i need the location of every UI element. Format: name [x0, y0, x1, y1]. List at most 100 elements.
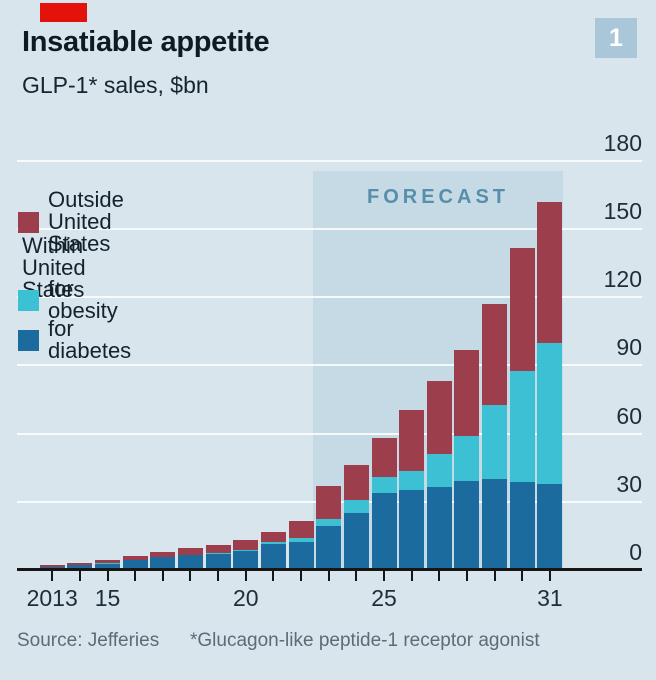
x-tick-2031 [548, 571, 551, 581]
legend-item-outside-us: Outside United States [18, 189, 124, 255]
bar-segment-diabetes-2031 [537, 483, 563, 570]
source-text: Source: Jefferies [17, 630, 160, 651]
bar-segment-diabetes-2016 [122, 560, 148, 570]
legend-label-within-us: Within United States [22, 233, 86, 302]
x-tick-2030 [521, 571, 524, 581]
gridline-180 [17, 159, 642, 162]
chart-subtitle: GLP-1* sales, $bn [22, 72, 209, 98]
x-tick-2014 [78, 571, 81, 581]
bar-segment-outside_us-2029 [482, 304, 508, 406]
x-tick-2013 [51, 571, 54, 581]
bar-segment-outside_us-2027 [426, 381, 452, 454]
legend-swatch-obesity [18, 289, 39, 311]
bar-segment-obesity-2025 [371, 476, 397, 494]
x-tick-2019 [217, 571, 220, 581]
bar-segment-outside_us-2013 [39, 565, 65, 568]
bar-2027 [426, 381, 452, 570]
bar-segment-obesity-2020 [233, 550, 259, 552]
x-tick-2015 [106, 571, 109, 581]
figure-number-badge: 1 [595, 18, 637, 58]
legend-label-obesity: for obesity [48, 276, 118, 323]
bar-segment-diabetes-2022 [288, 541, 314, 570]
bar-segment-diabetes-2020 [233, 551, 259, 570]
bar-segment-obesity-2026 [399, 471, 425, 491]
bar-segment-obesity-2023 [316, 519, 342, 526]
bar-segment-outside_us-2014 [67, 562, 93, 566]
gridline-90 [17, 364, 642, 367]
bar-segment-diabetes-2018 [177, 555, 203, 570]
x-tick-2028 [465, 571, 468, 581]
legend-item-obesity: for obesity [18, 278, 118, 322]
bar-segment-diabetes-2023 [316, 525, 342, 570]
bar-segment-outside_us-2015 [95, 560, 120, 564]
bar-segment-obesity-2030 [509, 371, 535, 483]
bar-segment-diabetes-2014 [67, 565, 93, 570]
x-tick-2018 [189, 571, 192, 581]
gridline-150 [17, 228, 642, 230]
bar-segment-obesity-2029 [482, 405, 508, 480]
bar-2026 [399, 409, 425, 570]
bar-segment-outside_us-2021 [260, 532, 286, 542]
bar-segment-diabetes-2021 [260, 544, 286, 570]
bar-2030 [509, 248, 535, 570]
y-tick-label-0: 0 [629, 539, 642, 565]
bar-segment-diabetes-2028 [454, 481, 480, 570]
legend-item-within-us: Within United States [22, 235, 86, 301]
bar-segment-obesity-2017 [150, 556, 176, 558]
bar-segment-outside_us-2023 [316, 485, 342, 520]
economist-red-tab [40, 3, 87, 22]
gridline-120 [17, 296, 642, 299]
bar-segment-diabetes-2029 [482, 479, 508, 570]
footnote-text: *Glucagon-like peptide-1 receptor agonis… [190, 630, 540, 651]
bar-2025 [371, 438, 397, 570]
bar-segment-outside_us-2017 [150, 551, 176, 557]
y-tick-label-180: 180 [603, 129, 642, 156]
bar-2022 [288, 521, 314, 570]
bar-segment-outside_us-2026 [399, 409, 425, 472]
x-tick-2016 [134, 571, 137, 581]
y-tick-label-150: 150 [603, 198, 642, 224]
bar-segment-obesity-2027 [426, 453, 452, 488]
forecast-label: FORECAST [367, 186, 509, 208]
y-tick-label-120: 120 [603, 266, 642, 293]
y-tick-label-30: 30 [616, 470, 642, 497]
x-label-2020: 20 [232, 585, 259, 611]
x-axis-baseline [17, 568, 642, 571]
bar-segment-outside_us-2019 [205, 545, 231, 553]
bar-2031 [537, 201, 563, 570]
bar-2024 [343, 464, 369, 570]
bar-2028 [454, 349, 480, 570]
bar-2023 [316, 485, 342, 570]
bar-segment-outside_us-2031 [537, 201, 563, 343]
x-tick-2021 [272, 571, 275, 581]
x-label-2031: 31 [537, 585, 563, 611]
x-tick-2026 [410, 571, 413, 581]
bar-segment-outside_us-2024 [343, 464, 369, 500]
x-tick-2020 [244, 571, 247, 581]
bar-segment-obesity-2028 [454, 435, 480, 482]
x-tick-2029 [493, 571, 496, 581]
bar-2016 [122, 555, 148, 570]
bar-2015 [95, 560, 120, 570]
bar-segment-outside_us-2028 [454, 349, 480, 436]
x-tick-2017 [161, 571, 164, 581]
bar-2017 [150, 551, 176, 570]
legend-label-outside-us: Outside United States [48, 187, 124, 256]
bar-segment-diabetes-2025 [371, 493, 397, 570]
bar-segment-diabetes-2019 [205, 554, 231, 570]
legend-swatch-diabetes [18, 329, 39, 351]
x-tick-2027 [438, 571, 441, 581]
bar-2019 [205, 545, 231, 570]
bar-2029 [482, 304, 508, 570]
bar-segment-obesity-2021 [260, 541, 286, 545]
bar-segment-obesity-2022 [288, 537, 314, 542]
bar-segment-outside_us-2016 [122, 555, 148, 560]
y-tick-label-60: 60 [616, 402, 642, 429]
legend-label-diabetes: for diabetes [48, 316, 132, 363]
x-tick-2025 [383, 571, 385, 581]
bar-segment-obesity-2031 [537, 342, 563, 484]
chart-title: Insatiable appetite [22, 26, 270, 58]
bar-segment-diabetes-2015 [95, 563, 120, 570]
x-label-2025: 25 [371, 585, 397, 611]
